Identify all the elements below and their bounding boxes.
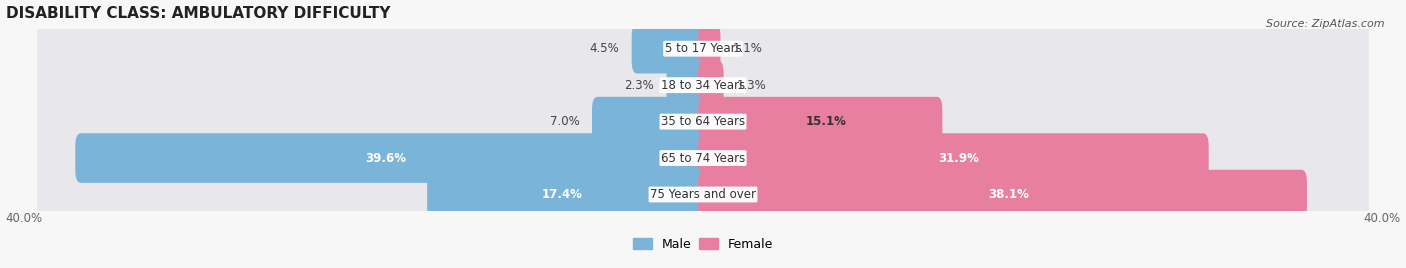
Text: 7.0%: 7.0% [550, 115, 579, 128]
Text: 65 to 74 Years: 65 to 74 Years [661, 152, 745, 165]
FancyBboxPatch shape [666, 60, 707, 110]
Legend: Male, Female: Male, Female [628, 233, 778, 256]
FancyBboxPatch shape [427, 170, 707, 219]
Text: 2.3%: 2.3% [624, 79, 654, 92]
FancyBboxPatch shape [699, 97, 942, 146]
Text: 75 Years and over: 75 Years and over [650, 188, 756, 201]
Text: 40.0%: 40.0% [1364, 212, 1400, 225]
FancyBboxPatch shape [76, 133, 707, 183]
FancyBboxPatch shape [37, 55, 1369, 115]
Text: 17.4%: 17.4% [541, 188, 582, 201]
Text: 18 to 34 Years: 18 to 34 Years [661, 79, 745, 92]
Text: 38.1%: 38.1% [987, 188, 1029, 201]
Text: 1.3%: 1.3% [737, 79, 766, 92]
Text: 31.9%: 31.9% [939, 152, 980, 165]
Text: 39.6%: 39.6% [366, 152, 406, 165]
FancyBboxPatch shape [37, 92, 1369, 151]
FancyBboxPatch shape [699, 170, 1308, 219]
Text: Source: ZipAtlas.com: Source: ZipAtlas.com [1267, 19, 1385, 29]
FancyBboxPatch shape [37, 128, 1369, 188]
FancyBboxPatch shape [37, 19, 1369, 79]
FancyBboxPatch shape [699, 60, 724, 110]
FancyBboxPatch shape [37, 165, 1369, 224]
FancyBboxPatch shape [592, 97, 707, 146]
Text: 35 to 64 Years: 35 to 64 Years [661, 115, 745, 128]
Text: 5 to 17 Years: 5 to 17 Years [665, 42, 741, 55]
Text: 4.5%: 4.5% [589, 42, 619, 55]
Text: 15.1%: 15.1% [806, 115, 846, 128]
Text: DISABILITY CLASS: AMBULATORY DIFFICULTY: DISABILITY CLASS: AMBULATORY DIFFICULTY [6, 6, 389, 21]
Text: 40.0%: 40.0% [6, 212, 42, 225]
Text: 1.1%: 1.1% [733, 42, 763, 55]
FancyBboxPatch shape [699, 24, 720, 73]
FancyBboxPatch shape [699, 133, 1209, 183]
FancyBboxPatch shape [631, 24, 707, 73]
